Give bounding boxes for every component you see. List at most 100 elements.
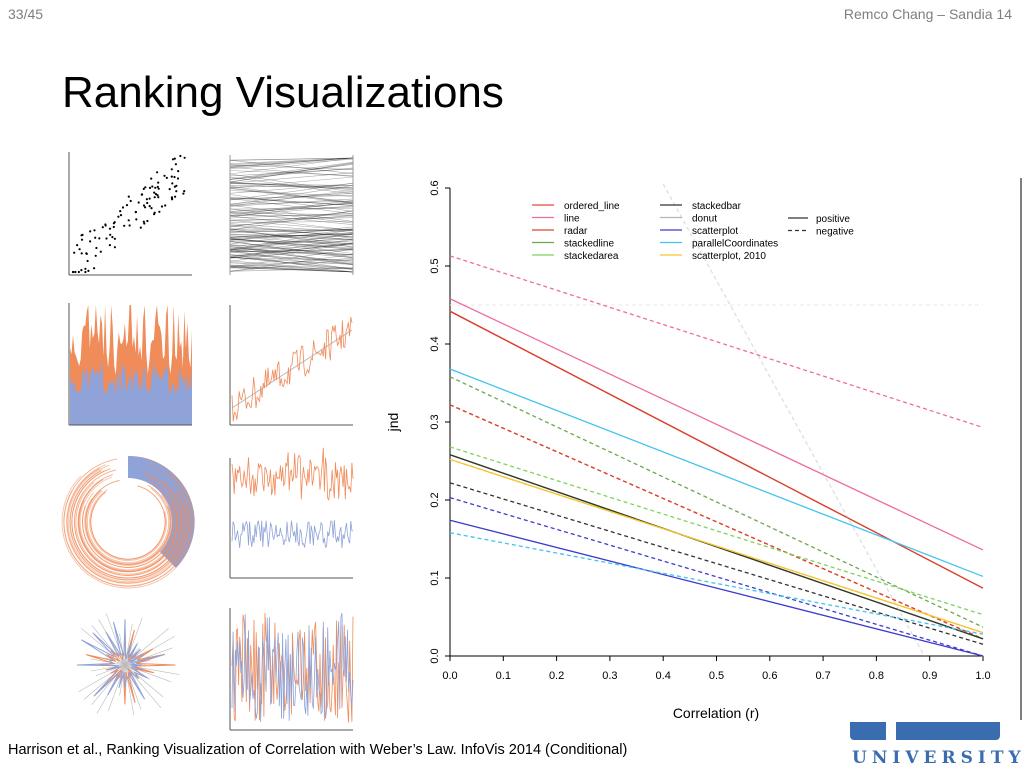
scatter-dot	[142, 204, 146, 207]
y-axis-label: jnd	[385, 413, 401, 433]
scatter-dot	[119, 214, 123, 217]
pc-line	[229, 254, 354, 262]
pc-line	[229, 243, 354, 258]
donut-ring	[82, 480, 174, 568]
scatter-dot	[80, 238, 84, 241]
pc-line	[229, 190, 354, 197]
series-line-negative	[449, 532, 984, 635]
radar-series-blue	[76, 619, 165, 700]
pc-line	[229, 170, 354, 176]
scatter-dot	[94, 236, 97, 239]
scatter-dot	[108, 244, 111, 247]
scatter-dot	[89, 240, 92, 243]
scatter-dot	[174, 163, 177, 166]
pc-line	[229, 176, 354, 195]
pc-line	[229, 158, 354, 169]
scatter-dot	[127, 195, 130, 198]
scatter-dot	[84, 270, 87, 274]
pc-line	[229, 183, 354, 194]
scatter-dot	[76, 244, 79, 247]
scatter-dot	[81, 233, 84, 236]
radar-spoke	[90, 664, 126, 672]
scatter-dot	[80, 269, 83, 272]
pc-line	[229, 167, 354, 177]
pc-line	[229, 250, 354, 270]
pc-line	[229, 266, 354, 270]
pc-line	[229, 182, 354, 189]
pc-line	[229, 233, 354, 239]
donut-ring	[77, 474, 179, 573]
pc-line	[229, 191, 354, 205]
radar-spoke	[105, 613, 126, 666]
pc-line	[229, 256, 354, 269]
pc-line	[229, 200, 354, 205]
thumb-radar	[76, 613, 180, 716]
y-tick-label: 0.2	[429, 492, 441, 507]
pc-line	[229, 233, 354, 238]
pc-line	[229, 229, 354, 233]
legend-label: stackedarea	[564, 251, 619, 262]
pc-line	[229, 229, 354, 245]
legend-label: scatterplot, 2010	[692, 251, 766, 262]
donut-ring	[74, 469, 182, 576]
pc-line	[229, 185, 354, 188]
scatter-dot	[160, 205, 164, 208]
pc-line	[229, 216, 354, 222]
pc-line	[229, 237, 354, 254]
series-line-negative	[449, 376, 984, 628]
scatter-dot	[144, 186, 147, 189]
scatter-dot	[109, 233, 112, 236]
pc-line	[229, 164, 354, 180]
scatter-dot	[156, 185, 159, 188]
x-tick-label: 0.4	[656, 670, 671, 682]
x-tick-label: 0.6	[762, 670, 777, 682]
scatter-dot	[128, 224, 131, 227]
thumb-stacked-area	[68, 303, 192, 426]
scatter-dot	[182, 192, 185, 195]
pc-line	[229, 163, 354, 183]
series-line-negative	[449, 497, 984, 657]
scatter-dot	[80, 252, 83, 255]
scatter-dot	[105, 237, 108, 240]
pc-line	[229, 259, 354, 272]
thumb-line	[229, 305, 353, 426]
donut-ring	[67, 464, 189, 583]
thumb-scatterplot	[68, 152, 192, 276]
pc-line	[229, 173, 354, 193]
pc-line	[229, 250, 354, 255]
legend-label: donut	[692, 214, 717, 225]
pc-line	[229, 162, 354, 183]
pc-line	[229, 241, 354, 259]
scatter-dot	[148, 186, 152, 189]
pc-line	[229, 246, 354, 258]
donut-ring	[82, 492, 174, 568]
series-line-positive	[449, 519, 984, 657]
scatter-dot	[176, 177, 180, 180]
x-tick-label: 0.9	[922, 670, 937, 682]
pc-line	[229, 235, 354, 247]
legend-label: stackedline	[564, 239, 614, 250]
scatter-dot	[141, 193, 144, 196]
scatter-dot	[168, 188, 171, 191]
x-tick-label: 0.5	[709, 670, 724, 682]
legend-style-label: negative	[816, 227, 854, 238]
scatter-dot	[111, 236, 114, 239]
donut-ring	[69, 469, 187, 581]
scatter-dot	[163, 174, 166, 177]
pc-line	[229, 183, 354, 188]
visualization-thumbnails	[61, 152, 354, 731]
pc-line	[229, 182, 354, 186]
pc-line	[229, 208, 354, 210]
scatter-dot	[87, 269, 90, 272]
scatter-dot	[179, 154, 182, 158]
x-tick-label: 0.2	[549, 670, 564, 682]
donut-ring	[71, 470, 185, 579]
scatter-dot	[148, 205, 151, 208]
pc-line	[229, 161, 354, 180]
pc-line	[229, 229, 354, 235]
scatter-dot	[72, 270, 75, 274]
pc-line	[229, 249, 354, 252]
donut-ring	[66, 464, 190, 584]
pc-line	[229, 228, 354, 248]
pc-line	[229, 212, 354, 216]
